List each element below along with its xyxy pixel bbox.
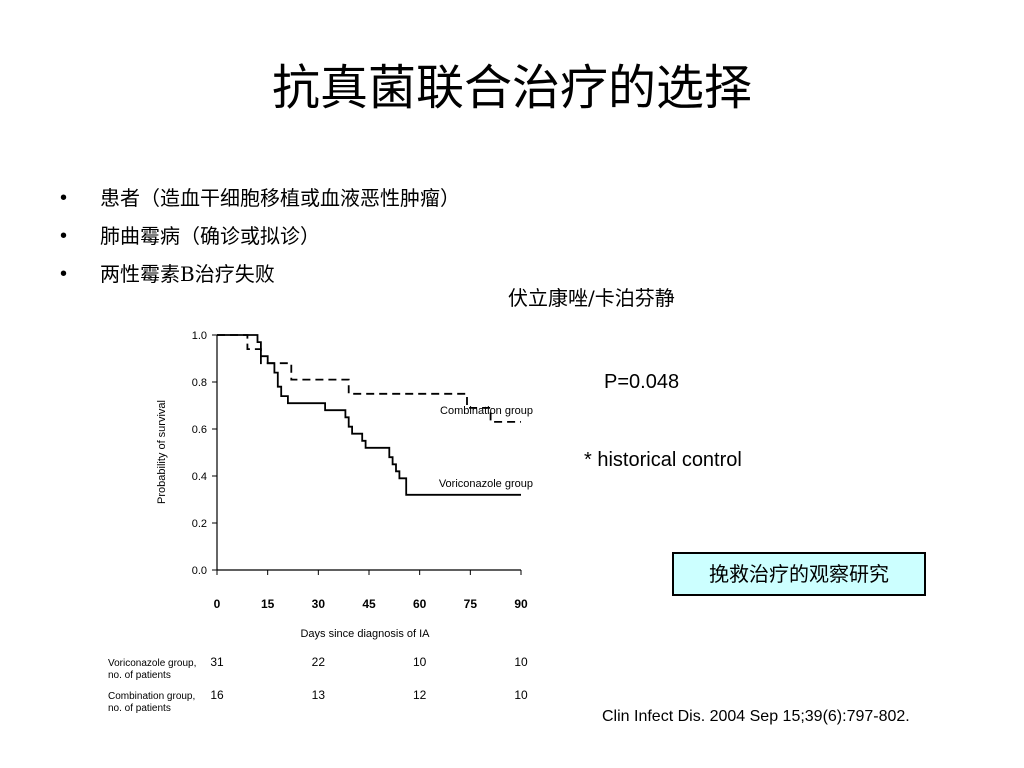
risk-count: 13: [312, 688, 326, 702]
risk-count: 10: [514, 688, 528, 702]
chart-series: Combination group Voriconazole group: [217, 334, 533, 496]
x-tick-label: 75: [464, 597, 478, 611]
drug-combination-label: 伏立康唑/卡泊芬静: [508, 286, 675, 310]
bullet-marker: •: [60, 263, 68, 285]
chart-frame: [216, 335, 521, 571]
y-tick-label: 1.0: [192, 330, 207, 342]
criteria-item: • 两性霉素B治疗失败: [56, 260, 460, 298]
bullet-marker: •: [60, 187, 68, 209]
risk-row-label: Combination group,: [108, 691, 195, 702]
risk-row-sublabel: no. of patients: [108, 703, 171, 714]
slide-title: 抗真菌联合治疗的选择: [271, 60, 752, 116]
y-tick-label: 0.2: [192, 518, 207, 530]
salvage-study-box: 挽救治疗的观察研究: [672, 552, 926, 596]
voriconazole-group-line: [217, 334, 521, 496]
combination-group-line: [217, 334, 521, 423]
x-tick-label: 90: [514, 597, 528, 611]
chart-ticks: 0.0 0.2 0.4 0.6 0.8 1.0 0 15 30 45 60 75 90: [192, 330, 528, 611]
y-tick-label: 0.8: [192, 377, 207, 389]
risk-count: 10: [514, 655, 528, 669]
x-tick-label: 60: [413, 597, 427, 611]
risk-count: 10: [413, 655, 427, 669]
risk-count: 22: [312, 655, 326, 669]
y-axis-label: Probability of survival: [156, 400, 168, 504]
y-tick-label: 0.6: [192, 424, 207, 436]
historical-control-note: * historical control: [584, 449, 742, 471]
criteria-item: • 患者（造血干细胞移植或血液恶性肿瘤）: [56, 184, 460, 222]
risk-count: 16: [210, 688, 224, 702]
p-value: P=0.048: [604, 371, 680, 393]
criteria-text: 肺曲霉病（确诊或拟诊）: [100, 224, 320, 248]
criteria-list: • 患者（造血干细胞移植或血液恶性肿瘤） • 肺曲霉病（确诊或拟诊） • 两性霉素B治…: [56, 184, 460, 298]
risk-count: 31: [210, 655, 224, 669]
y-tick-label: 0.0: [192, 565, 207, 577]
survival-chart: 0.0 0.2 0.4 0.6 0.8 1.0 0 15 30 45 60 75 90 Combinat…: [108, 330, 533, 714]
x-tick-label: 0: [214, 597, 221, 611]
bullet-marker: •: [60, 225, 68, 247]
x-axis-label: Days since diagnosis of IA: [300, 628, 430, 640]
criteria-item: • 肺曲霉病（确诊或拟诊）: [56, 222, 460, 260]
risk-row-sublabel: no. of patients: [108, 670, 171, 681]
combination-group-label: Combination group: [440, 405, 533, 417]
x-tick-label: 15: [261, 597, 275, 611]
citation: Clin Infect Dis. 2004 Sep 15;39(6):797-8…: [602, 708, 910, 725]
voriconazole-group-label: Voriconazole group: [439, 478, 533, 490]
criteria-text: 两性霉素B治疗失败: [100, 262, 275, 286]
criteria-text: 患者（造血干细胞移植或血液恶性肿瘤）: [100, 186, 460, 210]
y-tick-label: 0.4: [192, 471, 207, 483]
risk-count: 12: [413, 688, 427, 702]
x-tick-label: 45: [362, 597, 376, 611]
risk-row-label: Voriconazole group,: [108, 658, 196, 669]
x-tick-label: 30: [312, 597, 326, 611]
